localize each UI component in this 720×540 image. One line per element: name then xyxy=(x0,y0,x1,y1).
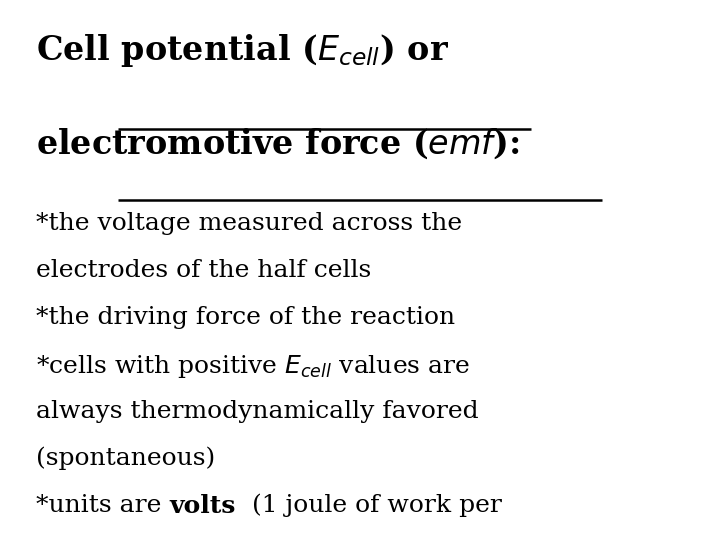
Text: *cells with positive $\mathit{E}_{cell}$ values are: *cells with positive $\mathit{E}_{cell}$… xyxy=(36,353,470,380)
Text: volts: volts xyxy=(169,494,235,518)
Text: (spontaneous): (spontaneous) xyxy=(36,447,215,470)
Text: (1 joule of work per: (1 joule of work per xyxy=(235,494,502,517)
Text: always thermodynamically favored: always thermodynamically favored xyxy=(36,400,479,423)
Text: Cell potential ($\mathit{E}_{\mathit{cell}}$) or: Cell potential ($\mathit{E}_{\mathit{cel… xyxy=(36,32,449,70)
Text: electromotive force ($\mathit{emf}$):: electromotive force ($\mathit{emf}$): xyxy=(36,127,520,161)
Text: *units are: *units are xyxy=(36,494,169,517)
Text: *the driving force of the reaction: *the driving force of the reaction xyxy=(36,306,455,329)
Text: electrodes of the half cells: electrodes of the half cells xyxy=(36,259,372,282)
Text: *the voltage measured across the: *the voltage measured across the xyxy=(36,212,462,235)
